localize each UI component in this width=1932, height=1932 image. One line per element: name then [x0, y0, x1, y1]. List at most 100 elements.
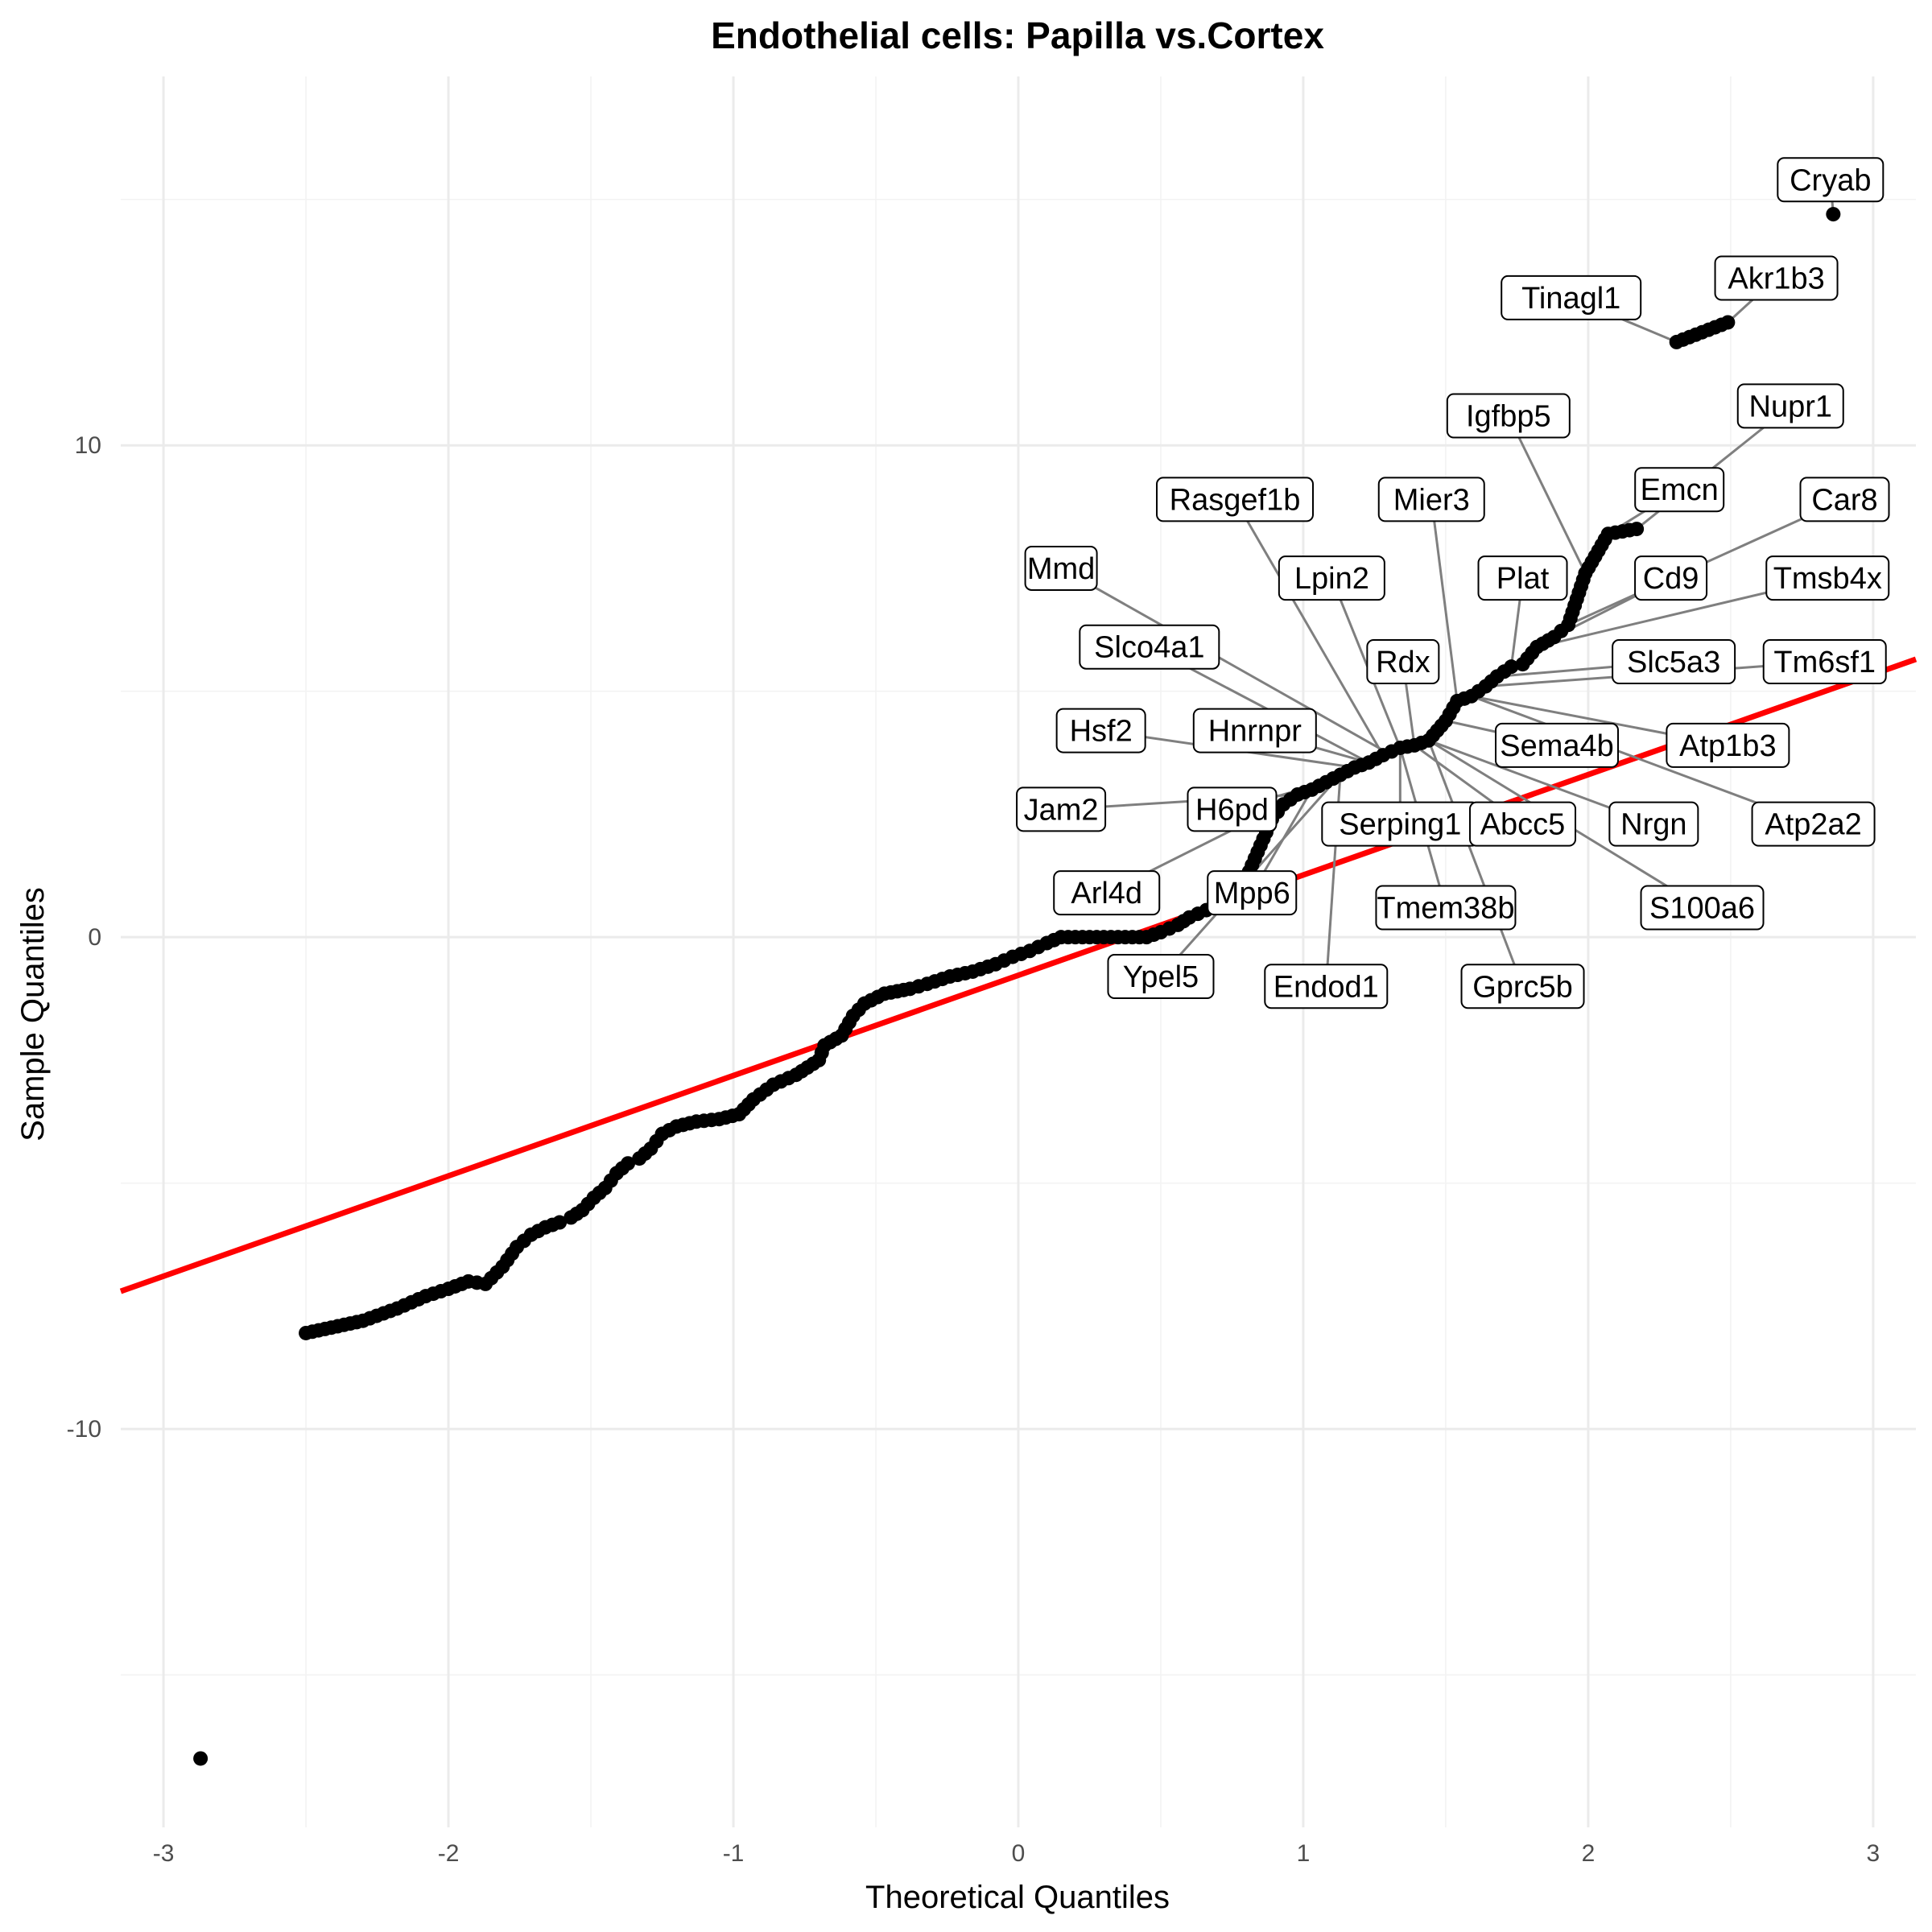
- data-point: [1504, 659, 1519, 675]
- gene-label: H6pd: [1187, 786, 1278, 832]
- gene-label-box: [1714, 255, 1839, 301]
- gene-label: Arl4d: [1053, 870, 1161, 916]
- gene-label-text: Lpin2: [1294, 562, 1369, 596]
- gene-label-box: [1777, 157, 1885, 203]
- gene-label-text: Ypel5: [1123, 960, 1199, 994]
- gene-label-box: [1765, 555, 1890, 601]
- gene-label-box: [1024, 545, 1098, 591]
- gene-label-box: [1016, 786, 1107, 832]
- gene-label-box: [1495, 722, 1619, 768]
- gene-label: Tinagl1: [1501, 275, 1642, 320]
- gene-label: Sema4b: [1495, 722, 1619, 768]
- label-leader-line: [1427, 740, 1524, 987]
- gene-label: Serping1: [1321, 801, 1480, 847]
- gene-label-text: Arl4d: [1071, 877, 1142, 910]
- gene-label: Emcn: [1634, 467, 1725, 513]
- label-leader-line: [1330, 577, 1402, 749]
- gene-label-box: [1207, 870, 1298, 916]
- gene-label-box: [1053, 870, 1161, 916]
- gene-label-text: Slco4a1: [1094, 631, 1204, 665]
- y-tick-label: -10: [67, 1416, 101, 1443]
- gene-label: Plat: [1477, 555, 1568, 601]
- gene-label-text: Igfbp5: [1466, 400, 1551, 434]
- gene-label: Hnrnpr: [1192, 708, 1317, 753]
- gene-label-box: [1079, 624, 1220, 670]
- gene-label: Car8: [1799, 477, 1890, 522]
- gene-label-box: [1156, 477, 1315, 522]
- gene-label-text: Plat: [1496, 562, 1550, 596]
- label-leader-line: [1430, 499, 1459, 702]
- gene-label-box: [1446, 393, 1571, 439]
- gene-label: Tmem38b: [1375, 885, 1517, 931]
- gene-label: Rasgef1b: [1156, 477, 1315, 522]
- gene-label-box: [1640, 885, 1765, 931]
- x-axis-title: Theoretical Quantiles: [865, 1880, 1170, 1915]
- gene-label-box: [1055, 708, 1146, 753]
- gene-label: Slc5a3: [1612, 639, 1736, 685]
- data-point: [1826, 207, 1841, 222]
- gene-label-box: [1799, 477, 1890, 522]
- gene-label-box: [1501, 275, 1642, 320]
- gene-label: Nupr1: [1736, 383, 1844, 429]
- gene-label: Slco4a1: [1079, 624, 1220, 670]
- gene-label: Rdx: [1366, 639, 1440, 685]
- gene-label-text: Endod1: [1274, 970, 1379, 1004]
- gene-label: Cryab: [1777, 157, 1885, 203]
- label-leader-line: [1233, 498, 1385, 756]
- gene-label-text: Rasgef1b: [1170, 483, 1301, 517]
- gene-label-box: [1608, 801, 1699, 847]
- gene-label-box: [1366, 639, 1440, 685]
- gene-label-text: Serping1: [1339, 808, 1461, 842]
- gene-label-text: Slc5a3: [1627, 646, 1720, 679]
- gene-label-text: Atp1b3: [1679, 729, 1776, 763]
- gene-label-text: Abcc5: [1480, 808, 1566, 842]
- data-point: [552, 1215, 568, 1230]
- gene-label-text: Gprc5b: [1472, 970, 1573, 1004]
- label-leader-line: [1060, 567, 1384, 752]
- gene-label-text: Nupr1: [1749, 390, 1833, 423]
- gene-label-box: [1612, 639, 1736, 685]
- gene-label-box: [1377, 477, 1485, 522]
- gene-label: Mmd: [1024, 545, 1098, 591]
- x-tick-label: 3: [1867, 1840, 1880, 1867]
- gene-label-box: [1278, 555, 1385, 601]
- gene-label: Jam2: [1016, 786, 1107, 832]
- gene-label-text: Mpp6: [1214, 877, 1290, 910]
- gene-label-box: [1751, 801, 1876, 847]
- gene-label-text: Cd9: [1643, 562, 1699, 596]
- data-point: [1629, 522, 1645, 537]
- gene-label-text: Mier3: [1393, 483, 1470, 517]
- chart-title: Endothelial cells: Papilla vs.Cortex: [711, 14, 1324, 56]
- data-point: [193, 1751, 208, 1766]
- gene-label-text: Akr1b3: [1728, 262, 1824, 295]
- gene-label-text: Mmd: [1027, 552, 1095, 586]
- gene-label: Akr1b3: [1714, 255, 1839, 301]
- gene-label-box: [1634, 555, 1708, 601]
- gene-label-text: Rdx: [1376, 646, 1430, 679]
- gene-label-text: Atp2a2: [1765, 808, 1861, 842]
- gene-labels: Cryab Akr1b3 Tinagl1 Igfbp5 Nupr1 Emcn Car8 Mie…: [1016, 157, 1890, 1009]
- gene-label: Atp1b3: [1666, 722, 1790, 768]
- gene-label: Atp2a2: [1751, 801, 1876, 847]
- gene-label: Lpin2: [1278, 555, 1385, 601]
- gene-label-box: [1469, 801, 1577, 847]
- data-point: [621, 1156, 636, 1171]
- gene-label: Hsf2: [1055, 708, 1146, 753]
- gene-label-box: [1187, 786, 1278, 832]
- label-leader-line: [1507, 415, 1587, 574]
- gene-label-text: H6pd: [1195, 793, 1269, 827]
- gene-label-text: Emcn: [1641, 473, 1719, 507]
- gene-label-text: Jam2: [1024, 793, 1099, 827]
- data-points: [193, 207, 1841, 1766]
- gene-label-box: [1762, 639, 1887, 685]
- label-leaders: [1060, 180, 1846, 987]
- x-tick-label: -2: [438, 1840, 460, 1867]
- y-tick-label: 0: [88, 924, 101, 951]
- gene-label-box: [1107, 954, 1215, 1000]
- gene-label: Tmsb4x: [1765, 555, 1890, 601]
- gene-label-text: Tinagl1: [1521, 282, 1620, 316]
- gene-label-text: Hsf2: [1070, 715, 1133, 749]
- gene-label-box: [1666, 722, 1790, 768]
